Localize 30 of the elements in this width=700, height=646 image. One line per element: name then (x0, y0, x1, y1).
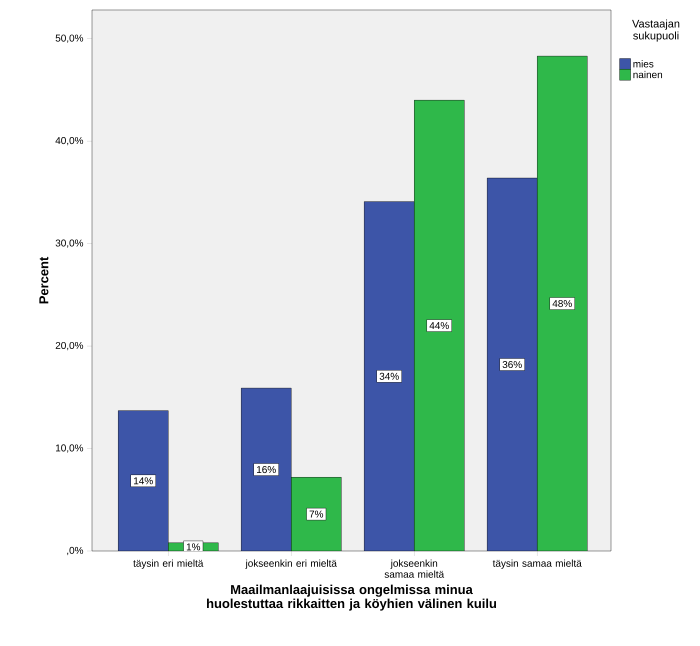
y-tick-label: ,0% (67, 546, 84, 556)
data-label: 44% (430, 322, 449, 330)
data-label: 7% (310, 510, 324, 518)
y-tick-label: 10,0% (56, 444, 84, 453)
data-label: 36% (502, 360, 522, 368)
data-label: 1% (186, 543, 200, 550)
x-tick-label: jokseenkin eri mieltä (245, 560, 337, 569)
data-label: 14% (134, 477, 153, 484)
x-tick-label: jokseenkin samaa mieltä (384, 560, 444, 578)
legend-label: nainen (633, 70, 662, 78)
y-tick-label: 20,0% (56, 342, 84, 350)
bar (241, 388, 292, 551)
y-tick-label: 30,0% (56, 240, 84, 248)
bar (291, 477, 342, 551)
bar (486, 178, 538, 551)
bar (537, 56, 588, 551)
bar (414, 100, 464, 551)
x-axis-title: Maailmanlaajuisissa ongelmissa minua huolestuttaa rikkaitten ja köyhien välinen kuilu (207, 584, 496, 611)
x-tick-label: täysin eri mieltä (133, 560, 204, 569)
y-axis-title: Percent (39, 256, 48, 304)
bar (364, 202, 414, 551)
legend-title: Vastaajan sukupuoli (632, 20, 680, 42)
data-label: 34% (380, 372, 399, 380)
y-tick-label: 50,0% (56, 34, 84, 43)
bar (118, 410, 168, 551)
data-label: 16% (257, 466, 276, 474)
legend-label: mies (633, 60, 654, 68)
data-label: 48% (552, 300, 572, 308)
y-tick-label: 40,0% (55, 137, 84, 146)
x-tick-label: täysin samaa mieltä (492, 560, 582, 569)
